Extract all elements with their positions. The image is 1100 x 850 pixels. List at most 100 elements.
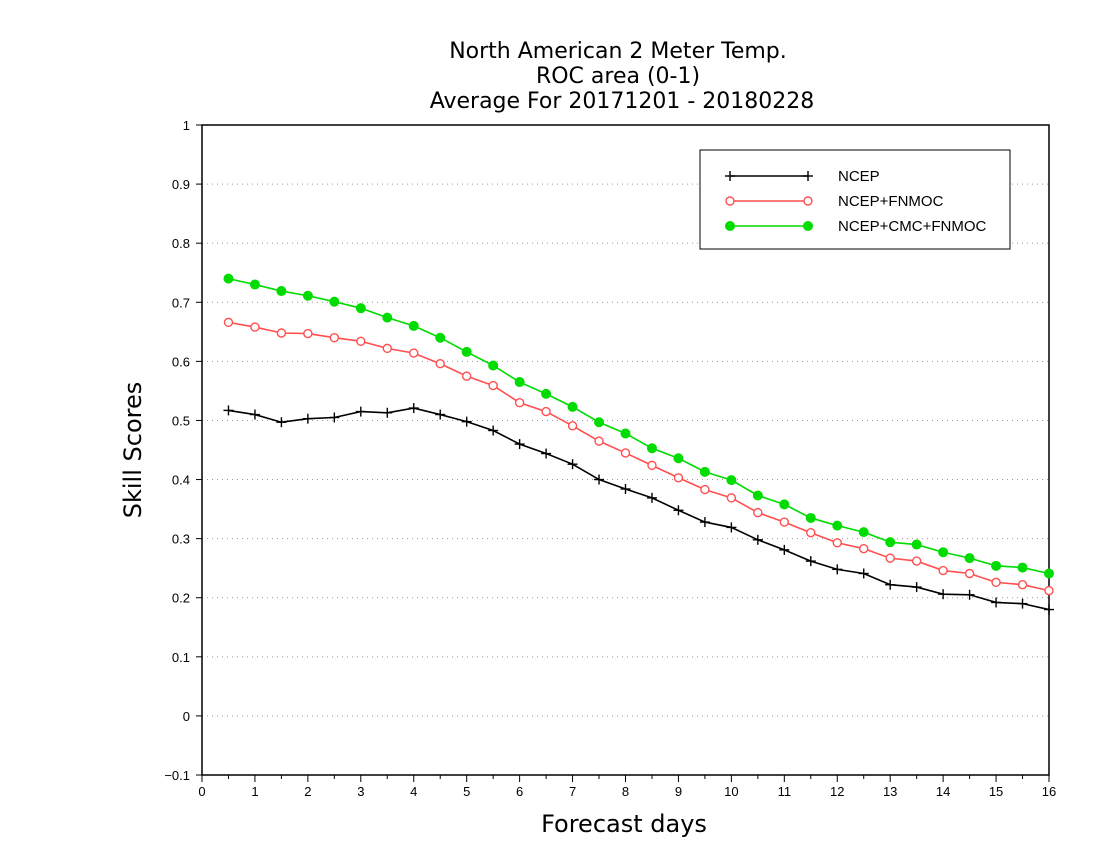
data-point bbox=[832, 520, 843, 531]
data-point bbox=[805, 512, 816, 523]
series-line bbox=[228, 321, 1050, 592]
data-point bbox=[382, 407, 393, 418]
data-point bbox=[779, 544, 790, 555]
legend-entry: NCEP+FNMOC bbox=[725, 193, 944, 210]
x-tick-label: 7 bbox=[569, 784, 576, 799]
data-point bbox=[435, 332, 446, 343]
data-point bbox=[646, 443, 657, 454]
x-tick-label: 9 bbox=[675, 784, 682, 799]
data-point bbox=[329, 333, 340, 343]
legend-entry: NCEP+CMC+FNMOC bbox=[725, 218, 987, 235]
data-point bbox=[991, 577, 1001, 588]
y-tick-label: 0.3 bbox=[172, 532, 190, 547]
data-point bbox=[514, 377, 525, 388]
data-point bbox=[964, 589, 975, 600]
data-point bbox=[620, 484, 631, 494]
y-tick-label: 0.8 bbox=[172, 236, 190, 251]
data-point bbox=[223, 273, 234, 284]
x-tick-label: 13 bbox=[883, 784, 897, 799]
y-tick-label: 0.5 bbox=[172, 413, 190, 428]
data-point bbox=[276, 286, 287, 297]
data-point bbox=[355, 406, 366, 417]
data-point bbox=[911, 582, 922, 593]
data-point bbox=[541, 448, 552, 459]
data-point bbox=[885, 553, 895, 563]
data-point bbox=[726, 493, 737, 503]
data-point bbox=[435, 409, 446, 420]
data-point bbox=[302, 290, 313, 301]
data-point bbox=[488, 360, 499, 371]
data-point bbox=[249, 279, 260, 290]
series-ncep-cmc-fnmoc bbox=[223, 273, 1054, 579]
data-point bbox=[911, 556, 922, 566]
data-point bbox=[594, 436, 604, 446]
data-point bbox=[276, 417, 287, 428]
data-point bbox=[276, 328, 287, 338]
y-tick-label: 0.7 bbox=[172, 295, 190, 310]
legend-marker-start bbox=[725, 196, 735, 206]
legend-label: NCEP+CMC+FNMOC bbox=[838, 218, 987, 235]
data-point bbox=[223, 317, 234, 328]
data-point bbox=[911, 539, 922, 550]
series-line bbox=[228, 407, 1050, 611]
x-tick-label: 3 bbox=[357, 784, 364, 799]
data-point bbox=[567, 459, 578, 470]
data-point bbox=[488, 380, 498, 391]
x-tick-label: 0 bbox=[198, 784, 205, 799]
y-tick-label: 0 bbox=[183, 709, 190, 724]
data-point bbox=[567, 401, 578, 412]
data-point bbox=[832, 564, 843, 575]
y-tick-label: −0.1 bbox=[164, 768, 190, 783]
chart-title-line-1: North American 2 Meter Temp. bbox=[449, 39, 787, 64]
data-point bbox=[567, 421, 578, 431]
data-point bbox=[859, 543, 869, 554]
x-tick-label: 1 bbox=[251, 784, 258, 799]
data-point bbox=[620, 428, 631, 439]
y-tick-label: 0.4 bbox=[172, 473, 190, 488]
data-point bbox=[700, 484, 710, 495]
y-tick-label: 0.2 bbox=[172, 591, 190, 606]
y-tick-label: 0.1 bbox=[172, 650, 190, 665]
data-point bbox=[726, 522, 737, 533]
data-point bbox=[408, 320, 419, 331]
data-point bbox=[885, 537, 896, 548]
legend-marker-start bbox=[725, 221, 735, 231]
data-point bbox=[620, 448, 631, 458]
series-line bbox=[228, 277, 1050, 575]
x-tick-label: 12 bbox=[830, 784, 844, 799]
y-tick-label: 1 bbox=[183, 118, 190, 133]
data-point bbox=[382, 343, 392, 354]
legend: NCEP NCEP+FNMOC NCEP+CMC+FNMOC bbox=[699, 149, 1011, 250]
data-point bbox=[832, 538, 842, 548]
data-point bbox=[938, 589, 949, 600]
data-point bbox=[488, 425, 499, 436]
data-point bbox=[1044, 604, 1054, 615]
data-point bbox=[1017, 562, 1028, 573]
data-point bbox=[1017, 580, 1028, 590]
data-point bbox=[647, 460, 657, 471]
series-lines bbox=[223, 273, 1054, 615]
data-point bbox=[753, 507, 763, 518]
x-tick-label: 11 bbox=[778, 784, 792, 799]
y-tick-label: 0.9 bbox=[172, 177, 190, 192]
x-tick-label: 5 bbox=[463, 784, 470, 799]
data-point bbox=[541, 406, 551, 417]
data-point bbox=[302, 413, 313, 424]
data-point bbox=[382, 312, 393, 323]
data-point bbox=[250, 322, 260, 332]
data-point bbox=[594, 474, 605, 485]
data-point bbox=[779, 517, 790, 527]
series-ncep bbox=[223, 403, 1054, 615]
chart-title-line-3: Average For 20171201 - 20180228 bbox=[430, 89, 815, 114]
series-ncep-fnmoc bbox=[223, 317, 1054, 596]
data-point bbox=[356, 336, 366, 346]
data-point bbox=[1044, 585, 1054, 596]
data-point bbox=[779, 499, 790, 510]
data-point bbox=[646, 492, 657, 503]
x-tick-label: 2 bbox=[304, 784, 311, 799]
data-point bbox=[805, 556, 816, 567]
legend-marker-end bbox=[803, 196, 813, 206]
data-point bbox=[752, 534, 763, 545]
legend-marker-end bbox=[803, 171, 813, 181]
data-point bbox=[806, 528, 816, 538]
